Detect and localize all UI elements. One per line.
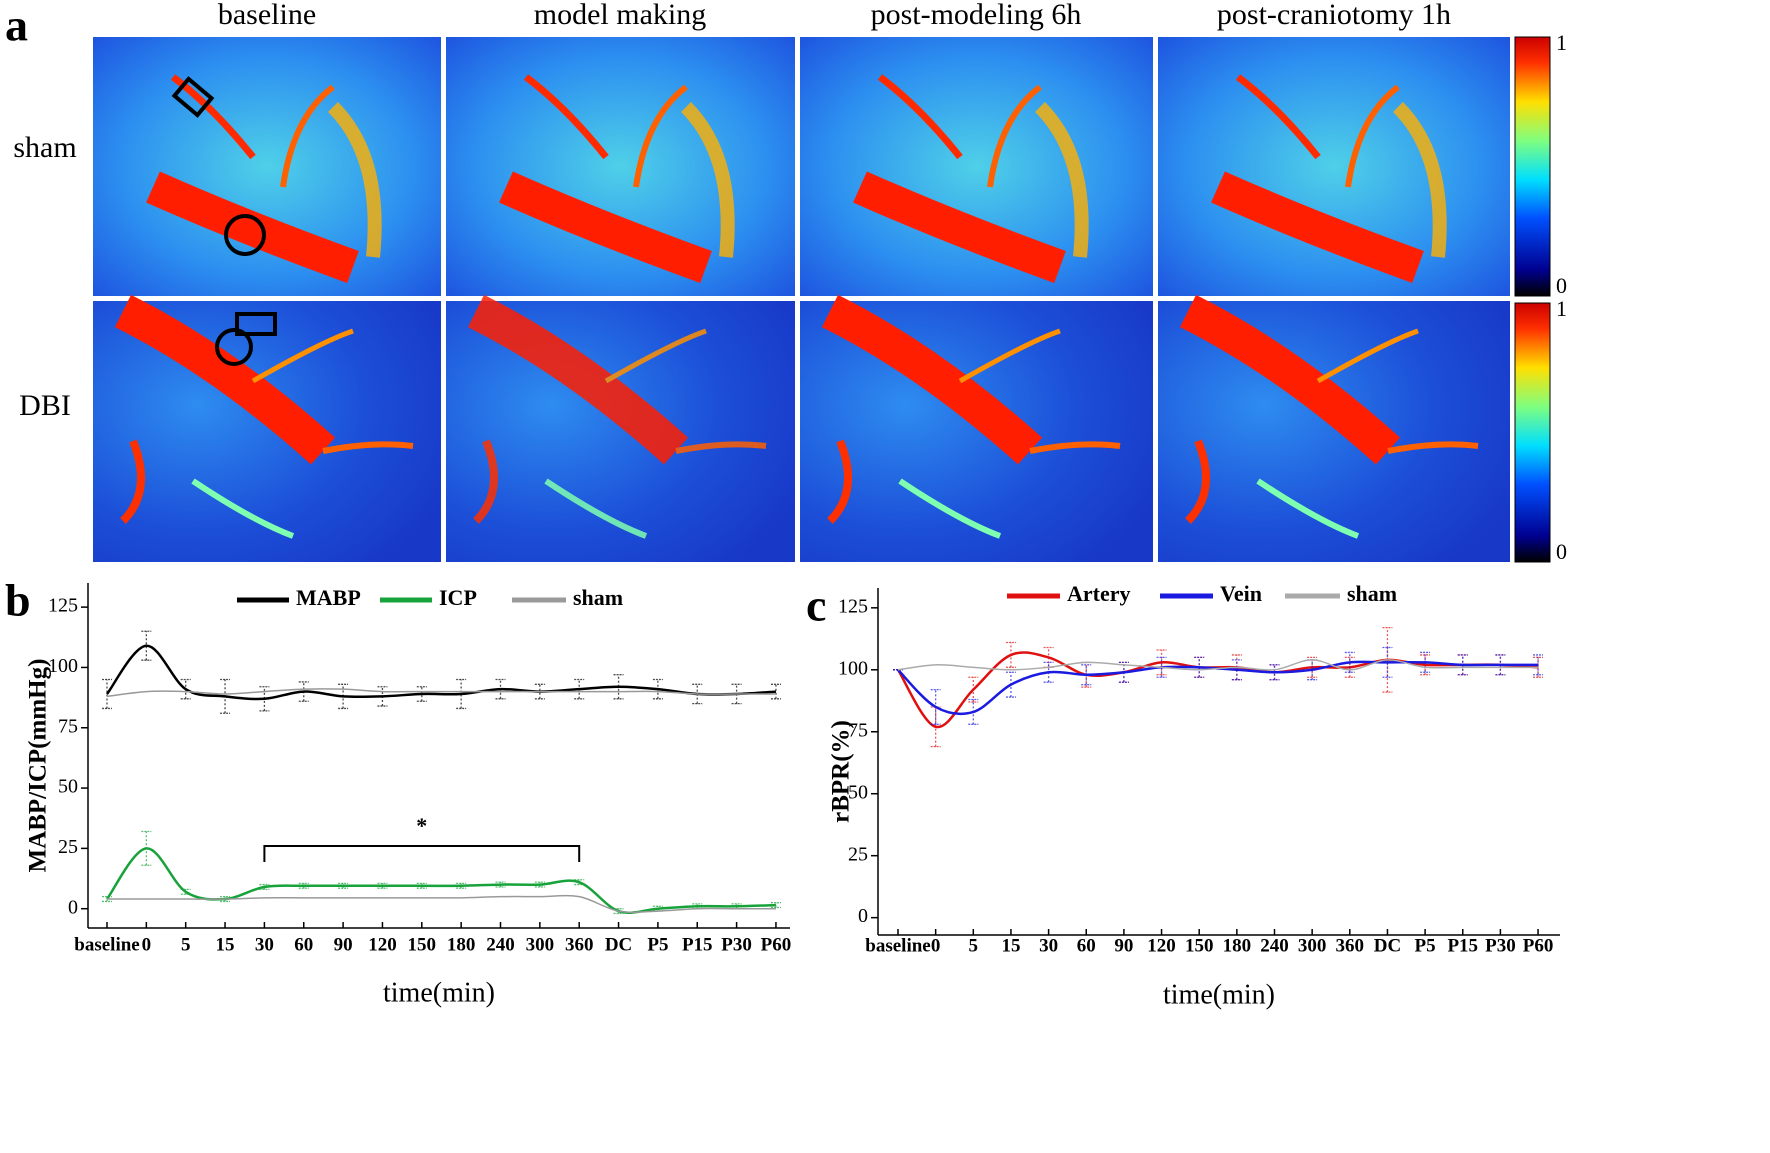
annotation: * <box>416 813 427 838</box>
column-title: post-modeling 6h <box>871 0 1082 31</box>
y-tick-label: 0 <box>68 896 78 918</box>
y-tick-label: 125 <box>838 595 868 617</box>
image <box>446 301 795 562</box>
y-tick-label: 25 <box>848 843 868 865</box>
x-tick-label: 60 <box>294 934 313 955</box>
y-tick-label: 75 <box>58 715 78 737</box>
x-axis-label: time(min) <box>383 977 495 1008</box>
column-title: post-craniotomy 1h <box>1217 0 1451 31</box>
x-tick-label: 150 <box>1185 935 1214 956</box>
y-axis-label: MABP/ICP(mmHg) <box>25 659 52 873</box>
x-tick-label: 180 <box>1223 935 1252 956</box>
image <box>800 301 1153 562</box>
x-tick-label: P60 <box>1523 935 1554 956</box>
column-title: model making <box>534 0 706 31</box>
x-tick-label: 30 <box>1039 935 1058 956</box>
significance-bracket <box>263 844 581 862</box>
x-tick-label: 360 <box>565 934 594 955</box>
x-tick-label: DC <box>605 934 632 955</box>
x-tick-label: baseline <box>865 935 930 956</box>
x-tick-label: 240 <box>486 934 515 955</box>
legend-label: sham <box>573 585 623 610</box>
x-tick-label: 150 <box>408 934 437 955</box>
x-tick-label: 30 <box>255 934 274 955</box>
line-series <box>105 847 776 914</box>
x-tick-label: 15 <box>216 934 235 955</box>
line-series <box>106 688 776 698</box>
y-tick-label: 50 <box>58 776 78 798</box>
image <box>1158 301 1510 562</box>
row-label: sham <box>13 131 76 164</box>
x-tick-label: P5 <box>1415 935 1436 956</box>
image <box>93 37 441 296</box>
x-axis-label: time(min) <box>1163 979 1275 1010</box>
y-tick-label: 100 <box>838 657 868 679</box>
x-tick-label: P30 <box>721 934 752 955</box>
x-tick-label: 120 <box>1147 935 1176 956</box>
legend-label: MABP <box>296 585 361 610</box>
x-tick-label: 90 <box>334 934 353 955</box>
column-title: baseline <box>218 0 316 31</box>
image <box>800 37 1153 296</box>
legend-label: Artery <box>1067 581 1131 606</box>
x-tick-label: P5 <box>647 934 668 955</box>
x-tick-label: 15 <box>1001 935 1020 956</box>
panel-letter: b <box>5 575 31 626</box>
y-tick-label: 0 <box>858 905 868 927</box>
y-tick-label: 50 <box>848 781 868 803</box>
line-series <box>106 894 776 914</box>
colorbar-tick: 0 <box>1556 539 1567 564</box>
x-tick-label: 0 <box>931 935 941 956</box>
x-tick-label: 5 <box>969 935 979 956</box>
colorbar-tick: 1 <box>1556 296 1567 321</box>
x-tick-label: 300 <box>526 934 555 955</box>
x-tick-label: 360 <box>1336 935 1365 956</box>
x-tick-label: 90 <box>1114 935 1133 956</box>
colorbar-tick: 1 <box>1556 30 1567 55</box>
legend-label: Vein <box>1220 581 1262 606</box>
line-series <box>105 644 777 701</box>
x-tick-label: 300 <box>1298 935 1327 956</box>
x-tick-label: 240 <box>1260 935 1289 956</box>
x-tick-label: DC <box>1374 935 1401 956</box>
image <box>446 37 795 296</box>
panel-letter: a <box>5 0 28 51</box>
legend-label: sham <box>1347 581 1397 606</box>
colorbar-tick: 0 <box>1556 273 1567 298</box>
x-tick-label: P60 <box>761 934 792 955</box>
image <box>93 301 441 562</box>
line-series <box>897 659 1539 671</box>
x-tick-label: 180 <box>447 934 476 955</box>
x-tick-label: 5 <box>181 934 191 955</box>
y-tick-label: 25 <box>58 836 78 858</box>
x-tick-label: 60 <box>1077 935 1096 956</box>
x-tick-label: P15 <box>682 934 713 955</box>
panel-a: a <box>5 0 1551 563</box>
x-tick-label: P30 <box>1485 935 1516 956</box>
y-tick-label: 100 <box>48 655 78 677</box>
colorbar <box>1514 36 1551 297</box>
x-tick-label: 0 <box>142 934 152 955</box>
y-axis-label: rBPR(%) <box>828 720 855 823</box>
legend-label: ICP <box>439 585 477 610</box>
colorbar <box>1514 302 1551 563</box>
image <box>1158 37 1510 296</box>
y-tick-label: 75 <box>848 719 868 741</box>
x-tick-label: P15 <box>1447 935 1478 956</box>
row-label: DBI <box>19 389 71 422</box>
panel-letter: c <box>806 580 826 631</box>
x-tick-label: 120 <box>368 934 397 955</box>
y-tick-label: 125 <box>48 595 78 617</box>
x-tick-label: baseline <box>74 934 139 955</box>
